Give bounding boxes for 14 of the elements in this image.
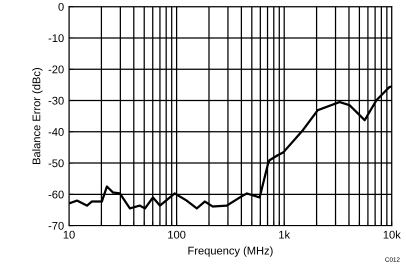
y-tick-label: -30 (48, 96, 64, 105)
x-tick-label: 1k (279, 230, 290, 239)
y-tick-label: -40 (48, 128, 64, 136)
x-tick-label: 10k (384, 230, 401, 239)
x-tick-label: 100 (168, 230, 186, 239)
y-axis-title: Balance Error (dBc) (32, 68, 43, 164)
y-tick-label: -50 (48, 159, 64, 168)
y-tick-label: -70 (48, 222, 64, 230)
y-tick-label: -20 (48, 65, 64, 74)
y-tick-label: -60 (48, 190, 64, 198)
y-tick-label: -10 (48, 34, 64, 42)
y-tick-label: 0 (58, 2, 64, 11)
x-axis-title: Frequency (MHz) (188, 246, 273, 257)
x-tick-label: 10 (64, 230, 75, 239)
